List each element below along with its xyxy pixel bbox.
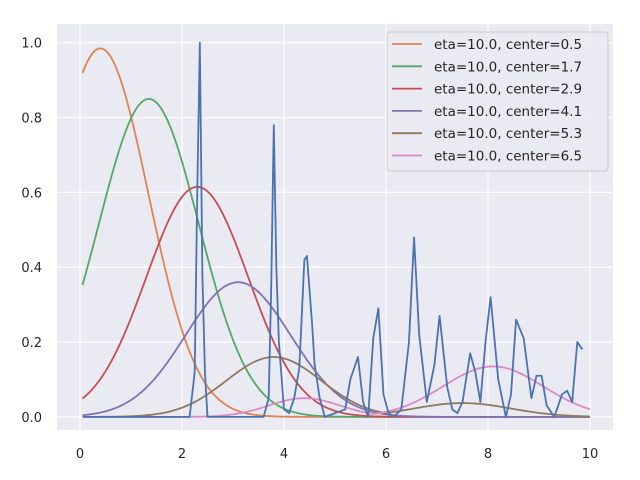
x-tick-label: 4: [280, 447, 288, 462]
x-tick-label: 0: [76, 447, 84, 462]
spiky-series-line: [82, 41, 584, 418]
legend-label: eta=10.0, center=4.1: [434, 104, 582, 120]
y-tick-label: 0.4: [21, 261, 42, 276]
series-line-5: [82, 356, 591, 418]
legend-label: eta=10.0, center=6.5: [434, 149, 582, 165]
y-tick-label: 0.8: [21, 112, 42, 127]
y-tick-label: 1.0: [21, 37, 42, 52]
x-tick-label: 2: [178, 447, 186, 462]
legend-label: eta=10.0, center=0.5: [434, 37, 582, 53]
legend: eta=10.0, center=0.5 eta=10.0, center=1.7…: [386, 31, 609, 172]
legend-box: [386, 31, 609, 172]
x-tick-label: 8: [484, 447, 492, 462]
legend-label: eta=10.0, center=1.7: [434, 59, 582, 75]
y-tick-label: 0.0: [21, 411, 42, 426]
x-tick-label: 6: [382, 447, 390, 462]
legend-label: eta=10.0, center=5.3: [434, 126, 582, 142]
series-lines: [81, 41, 591, 418]
x-tick-label: 10: [582, 447, 599, 462]
y-tick-label: 0.2: [21, 336, 42, 351]
y-tick-label: 0.6: [21, 186, 42, 201]
x-axis-ticks: 0 2 4 6 8 10: [76, 447, 599, 462]
y-axis-ticks: 0.0 0.2 0.4 0.6 0.8 1.0: [21, 37, 42, 426]
legend-label: eta=10.0, center=2.9: [434, 82, 582, 98]
